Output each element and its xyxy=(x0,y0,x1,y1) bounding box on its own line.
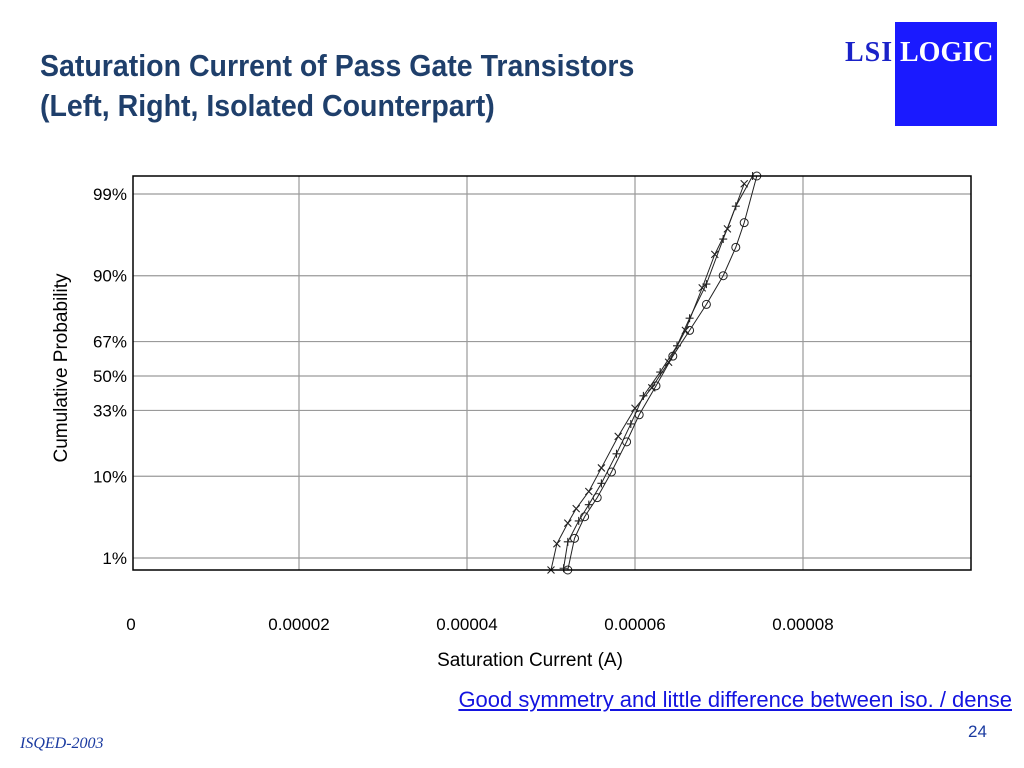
logo-text-lsi: LSI xyxy=(845,37,894,68)
x-tick-labels: 0 0.00002 0.00004 0.00006 0.00008 xyxy=(126,615,833,634)
data-point-plus xyxy=(702,280,711,289)
series-line xyxy=(567,175,758,571)
company-logo: LSI LOGIC xyxy=(845,22,997,126)
data-point-cross xyxy=(597,464,606,472)
slide-title: Saturation Current of Pass Gate Transist… xyxy=(40,46,634,126)
data-point-circle xyxy=(580,512,590,522)
data-point-circle xyxy=(634,410,644,420)
data-point-cross xyxy=(631,404,639,413)
x-axis-label: Saturation Current (A) xyxy=(437,650,623,671)
slide-title-line2: (Left, Right, Isolated Counterpart) xyxy=(40,88,495,123)
data-point-circle xyxy=(739,218,749,228)
data-point-circle xyxy=(685,325,695,335)
data-point-plus xyxy=(563,537,572,546)
y-tick-labels: 1% 10% 33% 50% 67% 90% 99% xyxy=(93,185,127,568)
y-tick-label: 99% xyxy=(93,185,127,204)
data-point-plus xyxy=(685,314,694,323)
data-point-circle xyxy=(622,437,632,447)
data-point-circle xyxy=(570,533,580,543)
slide-title-line1: Saturation Current of Pass Gate Transist… xyxy=(40,48,635,83)
footer-conference: ISQED-2003 xyxy=(20,735,104,752)
data-point-circle xyxy=(668,351,678,361)
data-point-cross xyxy=(572,504,581,513)
data-point-plus xyxy=(639,391,648,400)
series-line xyxy=(550,183,745,571)
data-point-plus xyxy=(731,202,740,211)
data-point-plus xyxy=(612,449,621,458)
y-tick-label: 90% xyxy=(93,267,127,286)
series-1 xyxy=(547,179,749,574)
data-point-circle xyxy=(731,242,741,252)
data-point-cross xyxy=(647,383,656,392)
x-tick-label: 0.00008 xyxy=(772,615,833,634)
plot-frame xyxy=(132,175,972,571)
probability-chart: 1% 10% 33% 50% 67% 90% 99% 0 0.00002 0.00004 0.00… xyxy=(51,171,972,671)
caption-link[interactable]: Good symmetry and little difference betw… xyxy=(458,687,1012,712)
page-number: 24 xyxy=(968,722,987,741)
data-point-circle xyxy=(718,271,728,281)
y-tick-label: 1% xyxy=(102,549,127,568)
data-point-plus xyxy=(626,419,635,428)
series-2 xyxy=(559,172,757,573)
series-3 xyxy=(563,171,762,575)
data-point-cross xyxy=(698,283,707,292)
y-tick-label: 10% xyxy=(93,467,127,486)
chart-grid xyxy=(133,176,971,570)
data-point-plus xyxy=(656,368,665,377)
x-tick-label: 0.00002 xyxy=(268,615,329,634)
data-point-plus xyxy=(597,479,606,488)
logo-text-logic: LOGIC xyxy=(900,37,994,68)
data-point-cross xyxy=(584,487,593,496)
y-tick-label: 50% xyxy=(93,367,127,386)
x-tick-label: 0 xyxy=(126,615,135,634)
data-point-plus xyxy=(574,516,583,525)
y-tick-label: 33% xyxy=(93,401,127,420)
y-axis-label: Cumulative Probability xyxy=(51,273,72,463)
x-tick-label: 0.00006 xyxy=(604,615,665,634)
data-point-circle xyxy=(606,467,616,477)
data-point-cross xyxy=(614,432,623,441)
data-point-circle xyxy=(651,381,661,391)
data-point-circle xyxy=(592,493,602,503)
data-point-plus xyxy=(719,235,728,244)
logo-blue-box: LOGIC xyxy=(895,22,997,126)
chart-series-layer xyxy=(547,171,762,575)
data-point-plus xyxy=(584,500,593,509)
data-point-cross xyxy=(563,519,572,528)
data-point-cross xyxy=(552,539,561,548)
x-tick-label: 0.00004 xyxy=(436,615,497,634)
y-tick-label: 67% xyxy=(93,333,127,352)
data-point-circle xyxy=(701,299,711,309)
